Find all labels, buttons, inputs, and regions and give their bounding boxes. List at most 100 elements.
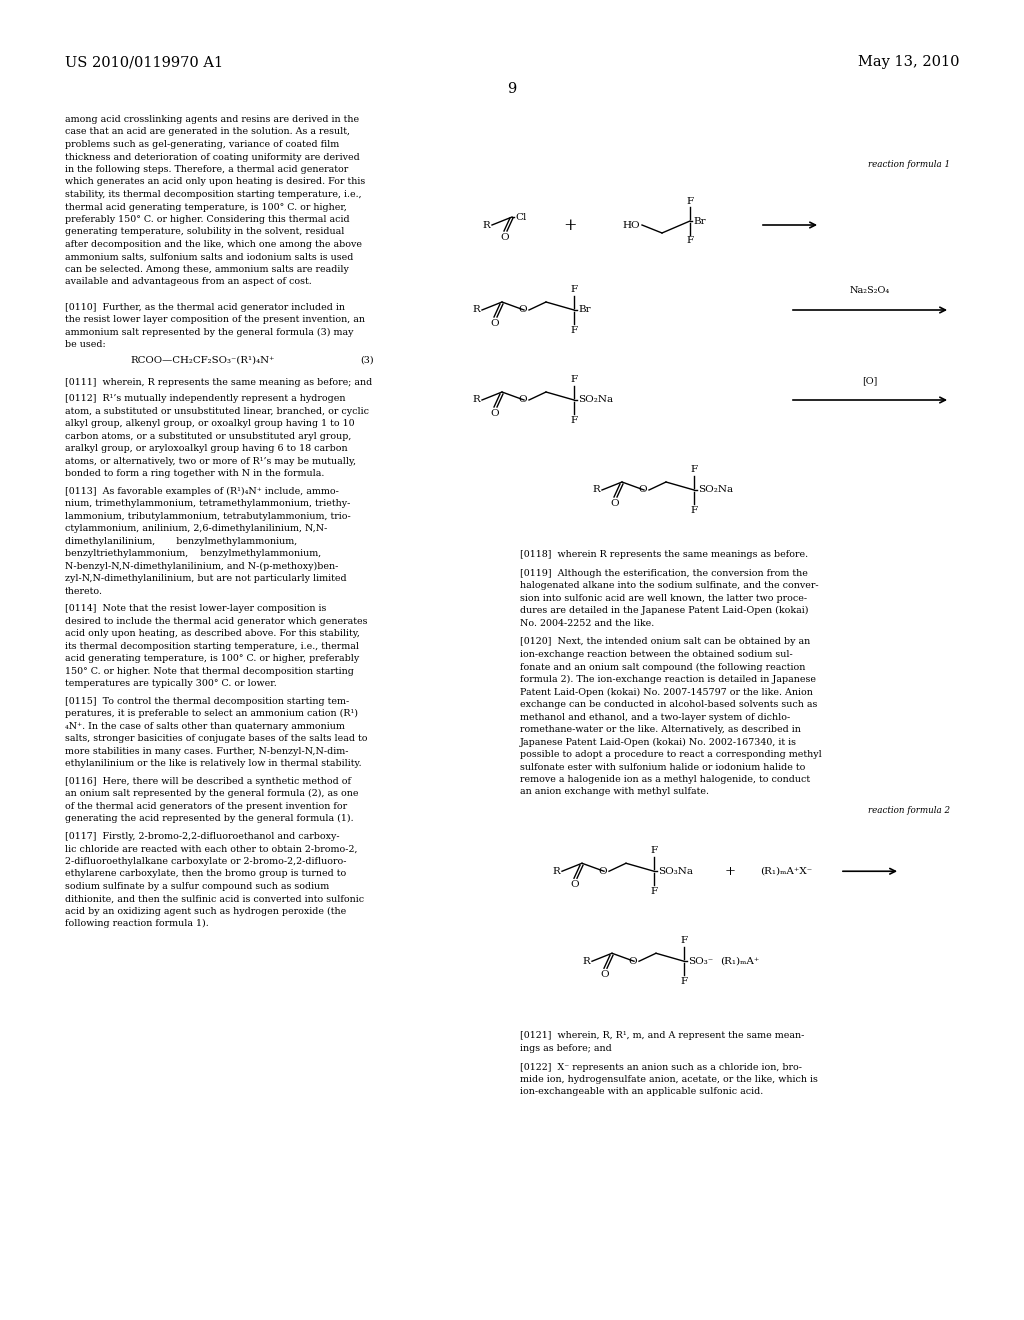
Text: F: F bbox=[650, 887, 657, 896]
Text: O: O bbox=[501, 234, 509, 242]
Text: acid generating temperature, is 100° C. or higher, preferably: acid generating temperature, is 100° C. … bbox=[65, 655, 359, 663]
Text: an anion exchange with methyl sulfate.: an anion exchange with methyl sulfate. bbox=[520, 788, 709, 796]
Text: an onium salt represented by the general formula (2), as one: an onium salt represented by the general… bbox=[65, 789, 358, 799]
Text: available and advantageous from an aspect of cost.: available and advantageous from an aspec… bbox=[65, 277, 311, 286]
Text: zyl-N,N-dimethylanilinium, but are not particularly limited: zyl-N,N-dimethylanilinium, but are not p… bbox=[65, 574, 347, 583]
Text: O: O bbox=[601, 970, 609, 979]
Text: O: O bbox=[490, 409, 500, 418]
Text: carbon atoms, or a substituted or unsubstituted aryl group,: carbon atoms, or a substituted or unsubs… bbox=[65, 432, 351, 441]
Text: [0110]  Further, as the thermal acid generator included in: [0110] Further, as the thermal acid gene… bbox=[65, 302, 345, 312]
Text: methanol and ethanol, and a two-layer system of dichlo-: methanol and ethanol, and a two-layer sy… bbox=[520, 713, 791, 722]
Text: acid only upon heating, as described above. For this stability,: acid only upon heating, as described abo… bbox=[65, 630, 359, 639]
Text: thickness and deterioration of coating uniformity are derived: thickness and deterioration of coating u… bbox=[65, 153, 359, 161]
Text: [0122]  X⁻ represents an anion such as a chloride ion, bro-: [0122] X⁻ represents an anion such as a … bbox=[520, 1063, 802, 1072]
Text: problems such as gel-generating, variance of coated film: problems such as gel-generating, varianc… bbox=[65, 140, 339, 149]
Text: stability, its thermal decomposition starting temperature, i.e.,: stability, its thermal decomposition sta… bbox=[65, 190, 361, 199]
Text: among acid crosslinking agents and resins are derived in the: among acid crosslinking agents and resin… bbox=[65, 115, 359, 124]
Text: bonded to form a ring together with N in the formula.: bonded to form a ring together with N in… bbox=[65, 469, 325, 478]
Text: [0119]  Although the esterification, the conversion from the: [0119] Although the esterification, the … bbox=[520, 569, 808, 578]
Text: [0115]  To control the thermal decomposition starting tem-: [0115] To control the thermal decomposit… bbox=[65, 697, 349, 706]
Text: 150° C. or higher. Note that thermal decomposition starting: 150° C. or higher. Note that thermal dec… bbox=[65, 667, 354, 676]
Text: [0120]  Next, the intended onium salt can be obtained by an: [0120] Next, the intended onium salt can… bbox=[520, 638, 810, 647]
Text: [0112]  R¹’s mutually independently represent a hydrogen: [0112] R¹’s mutually independently repre… bbox=[65, 395, 345, 403]
Text: Patent Laid-Open (kokai) No. 2007-145797 or the like. Anion: Patent Laid-Open (kokai) No. 2007-145797… bbox=[520, 688, 813, 697]
Text: O: O bbox=[599, 867, 607, 875]
Text: temperatures are typically 300° C. or lower.: temperatures are typically 300° C. or lo… bbox=[65, 680, 276, 688]
Text: possible to adopt a procedure to react a corresponding methyl: possible to adopt a procedure to react a… bbox=[520, 750, 821, 759]
Text: ion-exchangeable with an applicable sulfonic acid.: ion-exchangeable with an applicable sulf… bbox=[520, 1088, 763, 1097]
Text: N-benzyl-N,N-dimethylanilinium, and N-(p-methoxy)ben-: N-benzyl-N,N-dimethylanilinium, and N-(p… bbox=[65, 562, 338, 570]
Text: sulfonate ester with sulfonium halide or iodonium halide to: sulfonate ester with sulfonium halide or… bbox=[520, 763, 805, 771]
Text: Br: Br bbox=[578, 305, 591, 314]
Text: formula 2). The ion-exchange reaction is detailed in Japanese: formula 2). The ion-exchange reaction is… bbox=[520, 675, 816, 684]
Text: F: F bbox=[690, 465, 697, 474]
Text: [0117]  Firstly, 2-bromo-2,2-difluoroethanol and carboxy-: [0117] Firstly, 2-bromo-2,2-difluoroetha… bbox=[65, 832, 340, 841]
Text: SO₃⁻: SO₃⁻ bbox=[688, 957, 714, 966]
Text: which generates an acid only upon heating is desired. For this: which generates an acid only upon heatin… bbox=[65, 177, 366, 186]
Text: lic chloride are reacted with each other to obtain 2-bromo-2,: lic chloride are reacted with each other… bbox=[65, 845, 357, 853]
Text: [0116]  Here, there will be described a synthetic method of: [0116] Here, there will be described a s… bbox=[65, 776, 351, 785]
Text: generating temperature, solubility in the solvent, residual: generating temperature, solubility in th… bbox=[65, 227, 344, 236]
Text: No. 2004-2252 and the like.: No. 2004-2252 and the like. bbox=[520, 619, 654, 628]
Text: can be selected. Among these, ammonium salts are readily: can be selected. Among these, ammonium s… bbox=[65, 265, 349, 275]
Text: thermal acid generating temperature, is 100° C. or higher,: thermal acid generating temperature, is … bbox=[65, 202, 347, 211]
Text: ion-exchange reaction between the obtained sodium sul-: ion-exchange reaction between the obtain… bbox=[520, 649, 793, 659]
Text: its thermal decomposition starting temperature, i.e., thermal: its thermal decomposition starting tempe… bbox=[65, 642, 359, 651]
Text: O: O bbox=[610, 499, 620, 508]
Text: atoms, or alternatively, two or more of R¹’s may be mutually,: atoms, or alternatively, two or more of … bbox=[65, 457, 356, 466]
Text: ethylanilinium or the like is relatively low in thermal stability.: ethylanilinium or the like is relatively… bbox=[65, 759, 361, 768]
Text: (3): (3) bbox=[360, 355, 374, 364]
Text: thereto.: thereto. bbox=[65, 587, 103, 595]
Text: [0114]  Note that the resist lower-layer composition is: [0114] Note that the resist lower-layer … bbox=[65, 605, 327, 614]
Text: F: F bbox=[650, 846, 657, 855]
Text: ethylarene carboxylate, then the bromo group is turned to: ethylarene carboxylate, then the bromo g… bbox=[65, 870, 346, 878]
Text: in the following steps. Therefore, a thermal acid generator: in the following steps. Therefore, a the… bbox=[65, 165, 348, 174]
Text: dithionite, and then the sulfinic acid is converted into sulfonic: dithionite, and then the sulfinic acid i… bbox=[65, 894, 365, 903]
Text: be used:: be used: bbox=[65, 341, 105, 348]
Text: O: O bbox=[519, 396, 527, 404]
Text: remove a halogenide ion as a methyl halogenide, to conduct: remove a halogenide ion as a methyl halo… bbox=[520, 775, 810, 784]
Text: reaction formula 1: reaction formula 1 bbox=[868, 160, 950, 169]
Text: nium, trimethylammonium, tetramethylammonium, triethy-: nium, trimethylammonium, tetramethylammo… bbox=[65, 499, 350, 508]
Text: O: O bbox=[490, 319, 500, 327]
Text: May 13, 2010: May 13, 2010 bbox=[857, 55, 959, 69]
Text: ammonium salt represented by the general formula (3) may: ammonium salt represented by the general… bbox=[65, 327, 353, 337]
Text: dures are detailed in the Japanese Patent Laid-Open (kokai): dures are detailed in the Japanese Paten… bbox=[520, 606, 809, 615]
Text: peratures, it is preferable to select an ammonium cation (R¹): peratures, it is preferable to select an… bbox=[65, 709, 358, 718]
Text: the resist lower layer composition of the present invention, an: the resist lower layer composition of th… bbox=[65, 315, 365, 323]
Text: [0111]  wherein, R represents the same meaning as before; and: [0111] wherein, R represents the same me… bbox=[65, 378, 373, 387]
Text: ctylammonium, anilinium, 2,6-dimethylanilinium, N,N-: ctylammonium, anilinium, 2,6-dimethylani… bbox=[65, 524, 328, 533]
Text: preferably 150° C. or higher. Considering this thermal acid: preferably 150° C. or higher. Considerin… bbox=[65, 215, 349, 224]
Text: US 2010/0119970 A1: US 2010/0119970 A1 bbox=[65, 55, 223, 69]
Text: R: R bbox=[482, 220, 490, 230]
Text: [0121]  wherein, R, R¹, m, and A represent the same mean-: [0121] wherein, R, R¹, m, and A represen… bbox=[520, 1031, 805, 1040]
Text: F: F bbox=[680, 977, 687, 986]
Text: after decomposition and the like, which one among the above: after decomposition and the like, which … bbox=[65, 240, 362, 249]
Text: sodium sulfinate by a sulfur compound such as sodium: sodium sulfinate by a sulfur compound su… bbox=[65, 882, 330, 891]
Text: R: R bbox=[583, 957, 590, 966]
Text: romethane-water or the like. Alternatively, as described in: romethane-water or the like. Alternative… bbox=[520, 725, 801, 734]
Text: salts, stronger basicities of conjugate bases of the salts lead to: salts, stronger basicities of conjugate … bbox=[65, 734, 368, 743]
Text: Na₂S₂O₄: Na₂S₂O₄ bbox=[850, 286, 890, 294]
Text: F: F bbox=[570, 326, 578, 335]
Text: reaction formula 2: reaction formula 2 bbox=[868, 807, 950, 816]
Text: SO₂Na: SO₂Na bbox=[578, 396, 613, 404]
Text: aralkyl group, or aryloxoalkyl group having 6 to 18 carbon: aralkyl group, or aryloxoalkyl group hav… bbox=[65, 445, 347, 453]
Text: [0118]  wherein R represents the same meanings as before.: [0118] wherein R represents the same mea… bbox=[520, 550, 808, 558]
Text: HO: HO bbox=[623, 220, 640, 230]
Text: SO₃Na: SO₃Na bbox=[658, 867, 693, 875]
Text: O: O bbox=[639, 486, 647, 495]
Text: lammonium, tributylammonium, tetrabutylammonium, trio-: lammonium, tributylammonium, tetrabutyla… bbox=[65, 512, 351, 521]
Text: F: F bbox=[686, 197, 693, 206]
Text: (R₁)ₘA⁺X⁻: (R₁)ₘA⁺X⁻ bbox=[760, 867, 812, 875]
Text: 9: 9 bbox=[507, 82, 517, 96]
Text: generating the acid represented by the general formula (1).: generating the acid represented by the g… bbox=[65, 814, 353, 824]
Text: R: R bbox=[472, 305, 480, 314]
Text: F: F bbox=[570, 285, 578, 294]
Text: R: R bbox=[552, 867, 560, 875]
Text: F: F bbox=[570, 416, 578, 425]
Text: acid by an oxidizing agent such as hydrogen peroxide (the: acid by an oxidizing agent such as hydro… bbox=[65, 907, 346, 916]
Text: F: F bbox=[570, 375, 578, 384]
Text: halogenated alkane into the sodium sulfinate, and the conver-: halogenated alkane into the sodium sulfi… bbox=[520, 581, 818, 590]
Text: (R₁)ₘA⁺: (R₁)ₘA⁺ bbox=[720, 957, 760, 966]
